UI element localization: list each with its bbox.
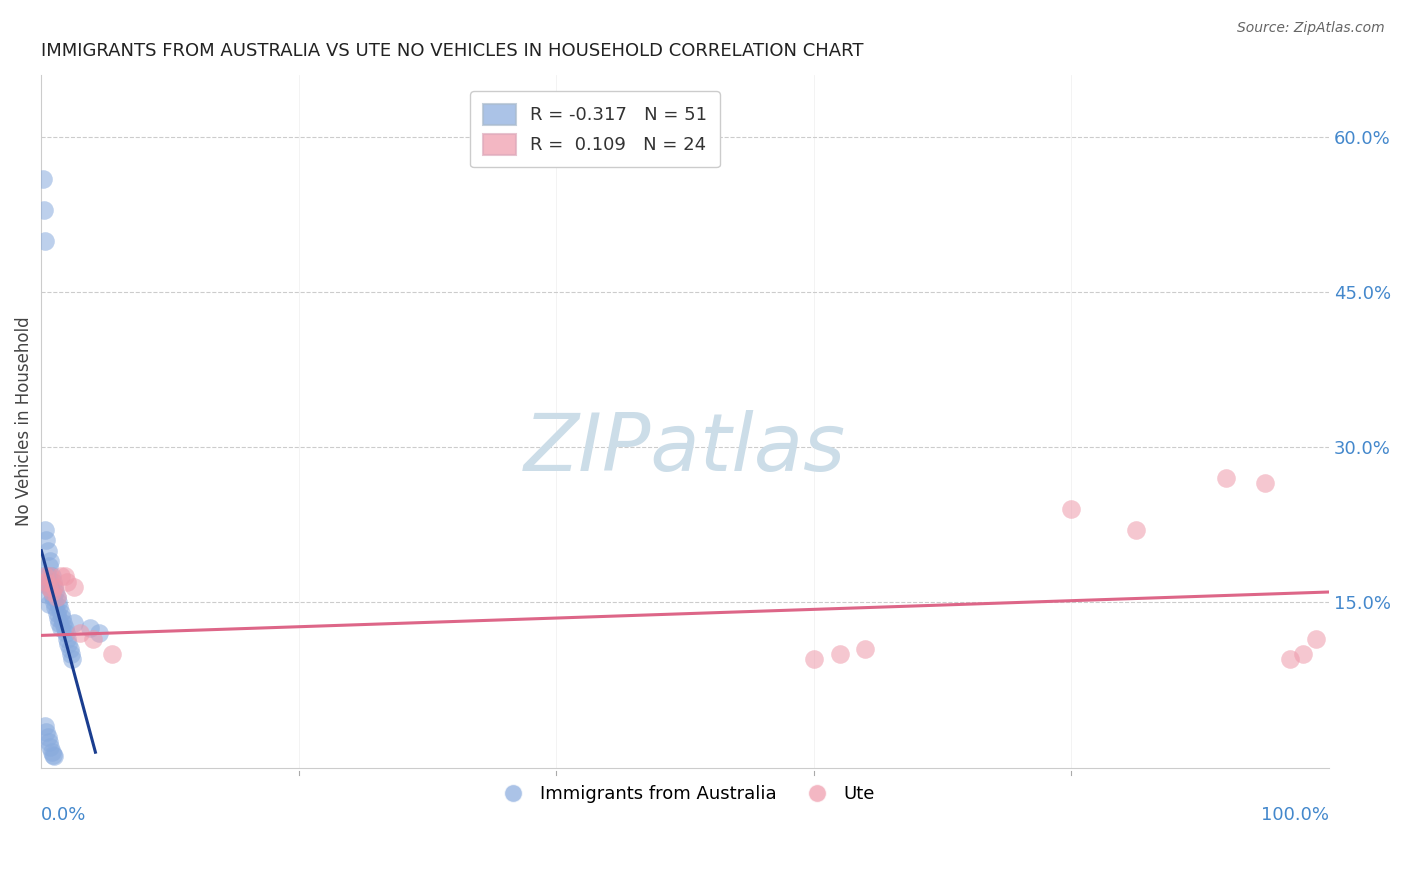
- Point: [38, 735, 60, 749]
- Point: [58, 637, 80, 651]
- Point: [44, 749, 66, 764]
- Point: [52, 615, 75, 630]
- Point: [101, 647, 124, 661]
- Point: [42, 590, 65, 604]
- Point: [48, 615, 70, 630]
- Point: [60, 652, 83, 666]
- Point: [41, 569, 63, 583]
- Point: [44, 580, 66, 594]
- Point: [53, 621, 76, 635]
- Point: [41, 585, 63, 599]
- Point: [34, 234, 56, 248]
- Point: [1253, 476, 1275, 491]
- Point: [855, 641, 877, 656]
- Point: [37, 569, 59, 583]
- Point: [48, 600, 70, 615]
- Point: [49, 569, 72, 583]
- Point: [803, 652, 825, 666]
- Point: [45, 590, 67, 604]
- Legend: Immigrants from Australia, Ute: Immigrants from Australia, Ute: [488, 778, 883, 811]
- Point: [82, 632, 104, 646]
- Y-axis label: No Vehicles in Household: No Vehicles in Household: [15, 317, 32, 526]
- Point: [32, 202, 55, 217]
- Point: [37, 543, 59, 558]
- Point: [39, 554, 62, 568]
- Point: [35, 533, 58, 548]
- Point: [1125, 523, 1147, 537]
- Point: [44, 580, 66, 594]
- Point: [53, 569, 76, 583]
- Point: [56, 574, 79, 589]
- Point: [45, 606, 67, 620]
- Point: [79, 621, 101, 635]
- Point: [62, 580, 84, 594]
- Point: [46, 611, 69, 625]
- Point: [31, 171, 53, 186]
- Point: [51, 611, 73, 625]
- Point: [55, 626, 77, 640]
- Point: [69, 626, 91, 640]
- Text: Source: ZipAtlas.com: Source: ZipAtlas.com: [1237, 21, 1385, 35]
- Point: [35, 587, 58, 601]
- Point: [828, 647, 851, 661]
- Point: [89, 626, 111, 640]
- Text: ZIPatlas: ZIPatlas: [524, 410, 846, 488]
- Point: [46, 595, 69, 609]
- Point: [62, 615, 84, 630]
- Point: [39, 569, 62, 583]
- Point: [49, 621, 72, 635]
- Point: [1060, 502, 1083, 516]
- Point: [34, 569, 56, 583]
- Point: [38, 598, 60, 612]
- Point: [59, 641, 82, 656]
- Point: [34, 523, 56, 537]
- Point: [1279, 652, 1302, 666]
- Point: [39, 739, 62, 754]
- Point: [41, 585, 63, 599]
- Point: [59, 647, 82, 661]
- Point: [32, 576, 55, 591]
- Point: [38, 580, 60, 594]
- Point: [38, 574, 60, 589]
- Text: 0.0%: 0.0%: [41, 805, 87, 824]
- Text: 100.0%: 100.0%: [1261, 805, 1329, 824]
- Point: [1215, 471, 1237, 485]
- Point: [44, 600, 66, 615]
- Text: IMMIGRANTS FROM AUSTRALIA VS UTE NO VEHICLES IN HOUSEHOLD CORRELATION CHART: IMMIGRANTS FROM AUSTRALIA VS UTE NO VEHI…: [41, 42, 863, 60]
- Point: [42, 574, 65, 589]
- Point: [34, 719, 56, 733]
- Point: [31, 569, 53, 583]
- Point: [35, 574, 58, 589]
- Point: [44, 585, 66, 599]
- Point: [44, 595, 66, 609]
- Point: [37, 730, 59, 744]
- Point: [56, 632, 79, 646]
- Point: [49, 606, 72, 620]
- Point: [45, 590, 67, 604]
- Point: [42, 748, 65, 763]
- Point: [1305, 632, 1327, 646]
- Point: [39, 580, 62, 594]
- Point: [35, 724, 58, 739]
- Point: [38, 559, 60, 574]
- Point: [41, 745, 63, 759]
- Point: [1292, 647, 1315, 661]
